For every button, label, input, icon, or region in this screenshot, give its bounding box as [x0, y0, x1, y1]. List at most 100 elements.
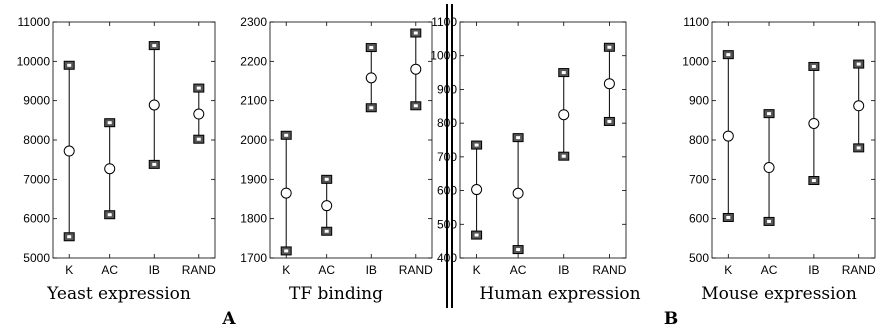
- y-tick-label: 2300: [240, 15, 267, 29]
- error-bar-upper-cap-center: [856, 62, 861, 66]
- chart-caption: Mouse expression: [701, 284, 857, 304]
- chart-4: 500 600 700 800 900 1000 1100 K AC IB RAND Mouse ex…: [682, 15, 876, 304]
- mean-marker: [63, 145, 75, 157]
- x-tick-label: AC: [318, 263, 335, 277]
- error-bar-lower-cap-center: [196, 137, 201, 141]
- mean-marker: [280, 187, 292, 199]
- error-bar-upper-cap-center: [726, 53, 731, 57]
- chart-caption: Yeast expression: [46, 284, 191, 304]
- error-bar-lower-cap-center: [284, 249, 289, 253]
- y-tick-label: 6000: [23, 212, 50, 226]
- plot-frame: [459, 21, 627, 259]
- error-bar-lower-cap-center: [369, 106, 374, 110]
- x-tick-label: RAND: [399, 263, 433, 277]
- y-tick-label: 2000: [240, 133, 267, 147]
- y-tick-label: 900: [689, 94, 709, 108]
- y-tick-label: 500: [689, 251, 709, 265]
- y-tick-label: 1700: [240, 251, 267, 265]
- error-bar-upper-cap-center: [152, 44, 157, 48]
- mean-marker: [410, 63, 422, 75]
- mean-marker: [763, 162, 775, 174]
- x-tick-label: AC: [101, 263, 118, 277]
- x-tick-label: K: [282, 263, 290, 277]
- y-tick-label: 9000: [23, 94, 50, 108]
- y-tick-label: 8000: [23, 133, 50, 147]
- x-tick-label: RAND: [592, 263, 626, 277]
- error-bar-upper-cap-center: [369, 46, 374, 50]
- error-bar-lower-cap-center: [767, 219, 772, 223]
- error-bar-upper-cap-center: [811, 64, 816, 68]
- x-tick-label: RAND: [182, 263, 216, 277]
- x-tick-label: IB: [808, 263, 819, 277]
- error-bar-lower-cap-center: [324, 229, 329, 233]
- mean-marker: [148, 99, 160, 111]
- charts-group: 5000 6000 7000 8000 9000 10000 11000 K AC IB RAND Y…: [17, 15, 876, 304]
- x-tick-label: RAND: [842, 263, 876, 277]
- y-tick-label: 1000: [430, 49, 457, 63]
- y-tick-label: 5000: [23, 251, 50, 265]
- mean-marker: [104, 163, 116, 175]
- panel-label-b: B: [664, 309, 678, 328]
- mean-marker: [603, 78, 615, 90]
- plot-frame: [52, 21, 216, 259]
- error-bar-lower-cap-center: [516, 248, 521, 252]
- y-tick-label: 1900: [240, 172, 267, 186]
- y-tick-label: 10000: [17, 54, 51, 68]
- error-bar-upper-cap-center: [561, 71, 566, 75]
- x-tick-label: K: [473, 263, 481, 277]
- error-bar-lower-cap-center: [107, 213, 112, 217]
- error-bar-upper-cap-center: [67, 63, 72, 67]
- error-bar-lower-cap-center: [726, 215, 731, 219]
- error-bar-upper-cap-center: [474, 143, 479, 147]
- error-bar-upper-cap-center: [107, 121, 112, 125]
- x-tick-label: K: [724, 263, 732, 277]
- error-bar-lower-cap-center: [856, 146, 861, 150]
- error-bar-lower-cap-center: [413, 104, 418, 108]
- error-bar-lower-cap-center: [607, 119, 612, 123]
- mean-marker: [512, 187, 524, 199]
- y-tick-label: 700: [689, 172, 709, 186]
- y-tick-label: 1800: [240, 212, 267, 226]
- panel-label-a: A: [221, 309, 236, 328]
- y-tick-label: 1100: [431, 15, 457, 29]
- plot-frame: [269, 21, 433, 259]
- y-tick-label: 7000: [23, 172, 50, 186]
- chart-caption: Human expression: [479, 284, 640, 304]
- chart-caption: TF binding: [289, 284, 383, 304]
- error-bar-upper-cap-center: [324, 177, 329, 181]
- plot-frame: [711, 21, 876, 259]
- x-tick-label: IB: [558, 263, 569, 277]
- error-bar-upper-cap-center: [516, 136, 521, 140]
- mean-marker: [365, 72, 377, 84]
- error-bar-lower-cap-center: [561, 154, 566, 158]
- error-bar-lower-cap-center: [152, 162, 157, 166]
- mean-marker: [558, 109, 570, 121]
- error-bar-lower-cap-center: [67, 235, 72, 239]
- mean-marker: [193, 108, 205, 120]
- mean-marker: [471, 184, 483, 196]
- error-bar-lower-cap-center: [474, 233, 479, 237]
- x-tick-label: AC: [761, 263, 778, 277]
- x-tick-label: K: [65, 263, 73, 277]
- error-bar-upper-cap-center: [767, 112, 772, 116]
- chart-2: 1700 1800 1900 2000 2100 2200 2300 K AC IB RAND TF …: [240, 15, 433, 304]
- y-tick-label: 2200: [240, 54, 267, 68]
- y-tick-label: 600: [689, 212, 709, 226]
- y-tick-label: 11000: [18, 15, 51, 29]
- error-bar-upper-cap-center: [196, 86, 201, 90]
- chart-3: 40050060070080090010001100KACIBRANDHuman…: [430, 15, 640, 304]
- error-bar-upper-cap-center: [413, 31, 418, 35]
- mean-marker: [808, 117, 820, 129]
- x-tick-label: AC: [510, 263, 527, 277]
- y-tick-label: 2100: [240, 94, 267, 108]
- x-tick-label: IB: [366, 263, 377, 277]
- mean-marker: [722, 130, 734, 142]
- x-tick-label: IB: [149, 263, 160, 277]
- mean-marker: [321, 200, 333, 212]
- y-tick-label: 800: [689, 133, 709, 147]
- mean-marker: [853, 100, 865, 112]
- error-bar-lower-cap-center: [811, 179, 816, 183]
- error-bar-upper-cap-center: [284, 133, 289, 137]
- chart-1: 5000 6000 7000 8000 9000 10000 11000 K AC IB RAND Y…: [17, 15, 217, 304]
